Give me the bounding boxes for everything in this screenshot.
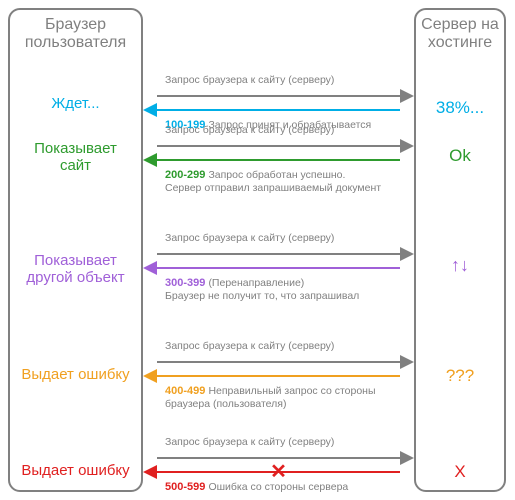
response-label: 500-599 Ошибка со стороны сервера (165, 481, 414, 494)
request-label: Запрос браузера к сайту (серверу) (165, 232, 414, 245)
response-text-extra: Сервер отправил запрашиваемый документ (165, 182, 381, 194)
status-row-5xx: Запрос браузера к сайту (серверу)✕500-59… (143, 436, 414, 494)
request-arrow (143, 355, 414, 369)
request-arrow (143, 89, 414, 103)
http-status-diagram: Браузер пользователя Ждет... Показывает с… (8, 8, 507, 492)
response-text: Запрос обработан успешно. (208, 169, 345, 181)
server-column-header: Сервер на хостинге (416, 16, 504, 53)
response-label: 300-399 (Перенаправление)Браузер не полу… (165, 277, 414, 303)
request-label: Запрос браузера к сайту (серверу) (165, 436, 414, 449)
response-text-extra: Браузер не получит то, что запрашивал (165, 290, 359, 302)
response-text: (Перенаправление) (208, 277, 304, 289)
browser-state-label: Выдает ошибку (10, 462, 141, 479)
request-label: Запрос браузера к сайту (серверу) (165, 124, 414, 137)
redirect-icon: ↑↓ (451, 256, 469, 274)
response-arrow (143, 261, 414, 275)
response-arrow (143, 153, 414, 167)
browser-column: Браузер пользователя Ждет... Показывает с… (8, 8, 143, 492)
server-state-label: ??? (416, 366, 504, 386)
request-label: Запрос браузера к сайту (серверу) (165, 74, 414, 87)
response-label: 400-499 Неправильный запрос со стороныбр… (165, 385, 414, 411)
status-row-2xx: Запрос браузера к сайту (серверу) 200-299… (143, 124, 414, 194)
browser-column-header: Браузер пользователя (10, 16, 141, 53)
response-arrow (143, 103, 414, 117)
server-state-label: X (416, 462, 504, 482)
request-arrow (143, 139, 414, 153)
request-label: Запрос браузера к сайту (серверу) (165, 340, 414, 353)
server-state-label: ↑↓ (416, 256, 504, 276)
response-label: 200-299 Запрос обработан успешно.Сервер … (165, 169, 414, 195)
error-x-icon: ✕ (270, 459, 287, 484)
response-arrow (143, 369, 414, 383)
server-column: Сервер на хостинге 38%... Ok ↑↓??? X (414, 8, 506, 492)
status-code: 200-299 (165, 169, 208, 181)
status-code: 500-599 (165, 481, 208, 493)
status-code: 300-399 (165, 277, 208, 289)
request-arrow (143, 247, 414, 261)
response-text-extra: браузера (пользователя) (165, 398, 286, 410)
server-state-label: Ok (416, 146, 504, 166)
server-state-label: 38%... (416, 98, 504, 118)
browser-state-label: Ждет... (10, 95, 141, 112)
browser-state-label: Показывает другой объект (10, 252, 141, 287)
browser-state-label: Выдает ошибку (10, 366, 141, 383)
status-row-3xx: Запрос браузера к сайту (серверу) 300-399… (143, 232, 414, 302)
status-row-4xx: Запрос браузера к сайту (серверу) 400-499… (143, 340, 414, 410)
response-text: Неправильный запрос со стороны (208, 385, 375, 397)
status-code: 400-499 (165, 385, 208, 397)
response-arrow: ✕ (143, 465, 414, 479)
browser-state-label: Показывает сайт (10, 140, 141, 175)
